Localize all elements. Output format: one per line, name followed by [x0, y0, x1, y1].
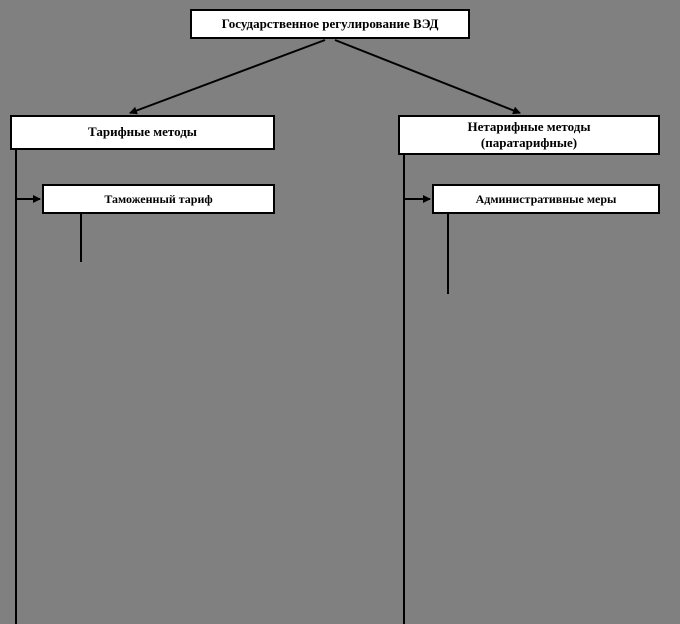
node-root: Государственное регулирование ВЭД [190, 9, 470, 39]
node-tariff: Тарифные методы [10, 115, 275, 150]
node-nontariff-label-l2: (паратарифные) [481, 135, 577, 150]
edges-overlay [0, 0, 680, 624]
node-nontariff: Нетарифные методы (паратарифные) [398, 115, 660, 155]
node-customs-label: Таможенный тариф [104, 192, 212, 207]
node-nontariff-label: Нетарифные методы (паратарифные) [468, 119, 591, 152]
node-nontariff-label-l1: Нетарифные методы [468, 119, 591, 134]
node-tariff-label: Тарифные методы [88, 124, 197, 140]
node-admin-label: Административные меры [476, 192, 617, 207]
diagram-canvas: Государственное регулирование ВЭД Тарифн… [0, 0, 680, 624]
edge-root-nontariff [335, 40, 520, 113]
edge-root-tariff [130, 40, 325, 113]
node-root-label: Государственное регулирование ВЭД [222, 16, 439, 32]
node-admin: Административные меры [432, 184, 660, 214]
node-customs: Таможенный тариф [42, 184, 275, 214]
